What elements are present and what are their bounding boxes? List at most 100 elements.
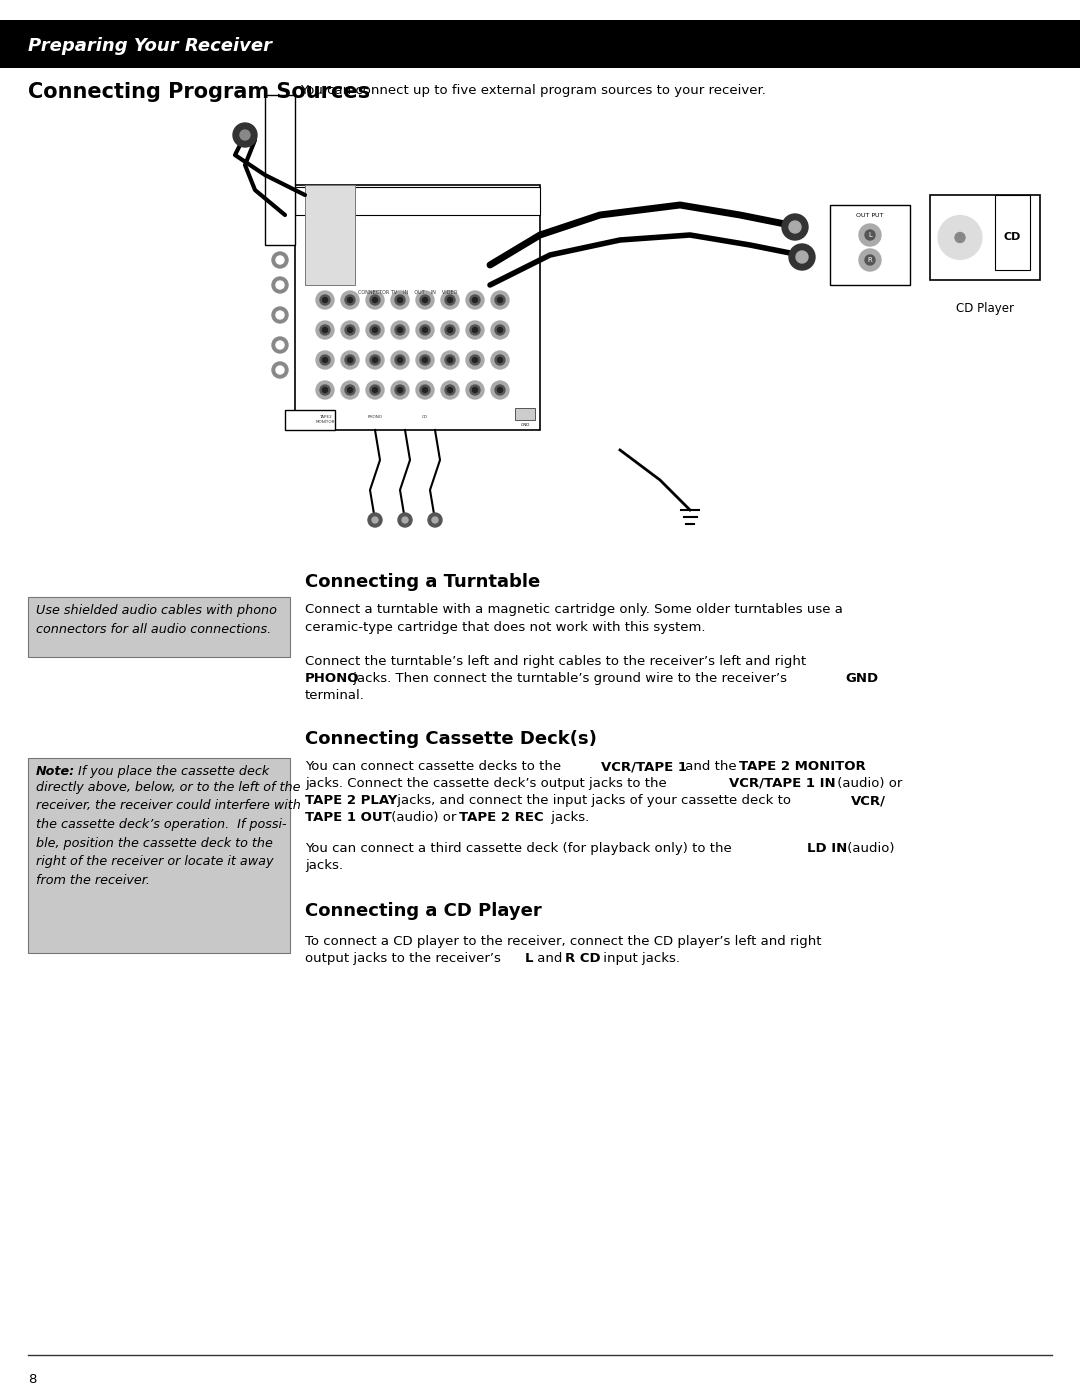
Circle shape: [432, 517, 438, 522]
Circle shape: [341, 321, 359, 339]
Circle shape: [495, 386, 505, 395]
Circle shape: [441, 381, 459, 400]
Text: Preparing Your Receiver: Preparing Your Receiver: [28, 36, 272, 54]
Circle shape: [859, 224, 881, 246]
Circle shape: [465, 321, 484, 339]
Text: VCR/TAPE 1 IN: VCR/TAPE 1 IN: [729, 777, 836, 789]
Circle shape: [370, 386, 380, 395]
Circle shape: [498, 327, 502, 332]
Text: OUT PUT: OUT PUT: [856, 212, 883, 218]
Circle shape: [276, 281, 284, 289]
Circle shape: [441, 291, 459, 309]
Circle shape: [276, 312, 284, 319]
Circle shape: [323, 298, 327, 303]
Circle shape: [395, 355, 405, 365]
Circle shape: [402, 517, 408, 522]
Circle shape: [391, 321, 409, 339]
Circle shape: [447, 387, 453, 393]
Circle shape: [495, 355, 505, 365]
Text: Connect a turntable with a magnetic cartridge only. Some older turntables use a
: Connect a turntable with a magnetic cart…: [305, 604, 842, 634]
Circle shape: [348, 387, 352, 393]
Circle shape: [470, 355, 480, 365]
Bar: [295, 187, 540, 215]
Circle shape: [395, 326, 405, 335]
Circle shape: [445, 326, 455, 335]
Circle shape: [491, 381, 509, 400]
Text: TAPE 2 MONITOR: TAPE 2 MONITOR: [739, 760, 866, 773]
Circle shape: [391, 381, 409, 400]
Circle shape: [348, 327, 352, 332]
Text: Connecting Program Sources: Connecting Program Sources: [28, 82, 370, 102]
Circle shape: [397, 327, 403, 332]
Circle shape: [428, 513, 442, 527]
Text: You can connect cassette decks to the: You can connect cassette decks to the: [305, 760, 565, 773]
Circle shape: [420, 386, 430, 395]
Circle shape: [345, 355, 355, 365]
Text: CD: CD: [1003, 232, 1021, 243]
Circle shape: [370, 355, 380, 365]
Text: input jacks.: input jacks.: [599, 951, 680, 965]
Circle shape: [865, 256, 875, 265]
Bar: [995, 196, 1030, 270]
Circle shape: [491, 351, 509, 369]
Circle shape: [323, 358, 327, 362]
Text: CONNECTOR TV    IN    OUT    IN    VIDEO: CONNECTOR TV IN OUT IN VIDEO: [357, 291, 457, 295]
Circle shape: [420, 295, 430, 305]
Circle shape: [470, 326, 480, 335]
Circle shape: [447, 358, 453, 362]
Circle shape: [420, 355, 430, 365]
Circle shape: [320, 326, 330, 335]
Text: TAPE 2 PLAY: TAPE 2 PLAY: [305, 793, 397, 807]
Circle shape: [272, 251, 288, 268]
Text: and the: and the: [681, 760, 741, 773]
Circle shape: [473, 327, 477, 332]
Text: terminal.: terminal.: [305, 689, 365, 703]
Circle shape: [373, 358, 378, 362]
Bar: [0, 20, 1080, 68]
Circle shape: [366, 381, 384, 400]
Circle shape: [397, 298, 403, 303]
Circle shape: [272, 362, 288, 379]
Circle shape: [445, 295, 455, 305]
Circle shape: [391, 351, 409, 369]
Text: (audio) or: (audio) or: [387, 812, 461, 824]
Text: (audio) or: (audio) or: [833, 777, 903, 789]
Circle shape: [366, 321, 384, 339]
Circle shape: [465, 291, 484, 309]
Text: CD Player: CD Player: [956, 302, 1014, 314]
Circle shape: [470, 386, 480, 395]
Text: VCR/TAPE 1: VCR/TAPE 1: [600, 760, 687, 773]
Circle shape: [345, 386, 355, 395]
Text: TAPE2
MONITOR: TAPE2 MONITOR: [315, 415, 335, 423]
Text: GND: GND: [521, 423, 529, 427]
Circle shape: [272, 277, 288, 293]
Text: To connect a CD player to the receiver, connect the CD player’s left and right: To connect a CD player to the receiver, …: [305, 935, 822, 949]
Circle shape: [316, 351, 334, 369]
Circle shape: [420, 326, 430, 335]
Text: If you place the cassette deck: If you place the cassette deck: [75, 766, 269, 778]
Circle shape: [276, 366, 284, 374]
Text: output jacks to the receiver’s: output jacks to the receiver’s: [305, 951, 505, 965]
Text: L: L: [525, 951, 534, 965]
Text: Connecting a Turntable: Connecting a Turntable: [305, 573, 540, 591]
Circle shape: [939, 215, 982, 260]
Circle shape: [323, 327, 327, 332]
Text: You can connect up to five external program sources to your receiver.: You can connect up to five external prog…: [300, 84, 766, 96]
Circle shape: [397, 358, 403, 362]
Circle shape: [373, 298, 378, 303]
Circle shape: [316, 381, 334, 400]
Circle shape: [416, 381, 434, 400]
Circle shape: [323, 387, 327, 393]
Circle shape: [782, 214, 808, 240]
Circle shape: [495, 326, 505, 335]
Circle shape: [470, 295, 480, 305]
Circle shape: [341, 381, 359, 400]
Circle shape: [865, 231, 875, 240]
Circle shape: [491, 291, 509, 309]
Circle shape: [445, 386, 455, 395]
Circle shape: [320, 295, 330, 305]
Circle shape: [416, 291, 434, 309]
Text: R CD: R CD: [565, 951, 600, 965]
Text: VCR/: VCR/: [851, 793, 886, 807]
Text: CD: CD: [422, 415, 428, 419]
